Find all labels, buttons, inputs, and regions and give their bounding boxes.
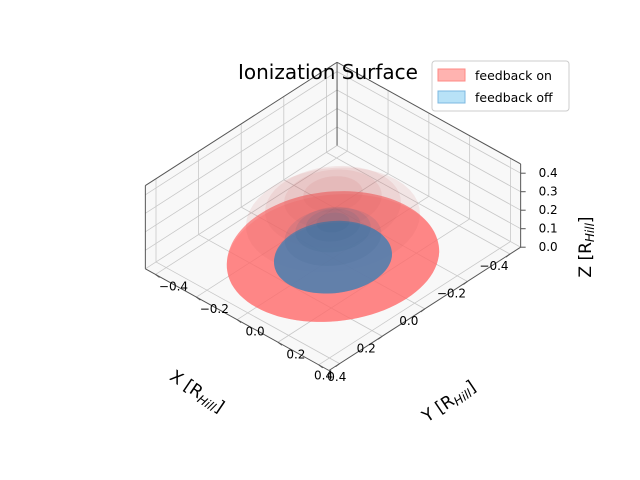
x-tick-label: 0.2: [357, 341, 376, 355]
surface-feedback-off: [274, 206, 392, 294]
x-tick-label: 0.0: [399, 314, 418, 328]
x-tick-mark: [505, 253, 511, 258]
gridline-wall-z: [336, 126, 521, 230]
y-tick-label: −0.4: [159, 279, 188, 293]
surface-latitude-band: [303, 176, 363, 212]
x-tick-mark: [463, 281, 468, 285]
surface-latitude-band: [316, 212, 350, 233]
chart-title: Ionization Surface: [238, 60, 418, 84]
z-axis-label: Z [RHill]: [576, 216, 597, 277]
y-axis-label: Y [RHill]: [418, 377, 480, 428]
y-tick-mark: [196, 296, 201, 301]
legend-swatch-feedback-off: [437, 90, 466, 104]
surface-dome: [274, 220, 392, 294]
z-tick-label: 0.2: [539, 203, 558, 217]
legend-frame: [431, 60, 570, 112]
z-tick-label: 0.1: [539, 222, 558, 236]
y-tick-mark: [318, 364, 324, 369]
x-axis-label: X [RHill]: [165, 366, 227, 418]
surface-latitude-band: [305, 208, 361, 242]
x-tick-mark: [335, 363, 340, 368]
gridline-wall-z: [336, 71, 521, 174]
x-tick-mark: [377, 335, 383, 340]
x-tick-mark: [420, 308, 426, 313]
gridline-wall-z: [145, 89, 338, 214]
x-tick-label: −0.2: [437, 286, 466, 300]
legend-label-feedback-off: feedback off: [475, 90, 553, 105]
pane-edge: [145, 61, 338, 186]
x-tick-label: 0.4: [314, 369, 333, 383]
gridline-wall-z: [145, 145, 338, 270]
gridline-wall-z: [336, 108, 521, 211]
surface-latitude-band: [295, 206, 371, 253]
y-tick-label: 0.2: [286, 347, 305, 361]
gridline-wall-z: [145, 71, 338, 196]
z-tick-label: 0.3: [539, 185, 558, 199]
surface-latitude-band: [284, 207, 382, 266]
x-tick-label: −0.4: [479, 259, 508, 273]
y-tick-label: 0.4: [327, 370, 346, 384]
z-tick-label: 0.0: [539, 240, 558, 254]
y-tick-label: −0.2: [200, 302, 229, 316]
legend-swatch-feedback-on: [437, 68, 466, 82]
surfaces: [226, 165, 440, 322]
gridline-wall-z: [145, 126, 338, 251]
x-axis-line: [328, 246, 521, 371]
gridline-wall-z: [336, 145, 521, 248]
z-tick-label: 0.4: [539, 166, 558, 180]
y-tick-label: 0.0: [246, 325, 265, 339]
gridline-floor-y: [318, 241, 511, 366]
y-tick-mark: [236, 319, 242, 324]
pane-edge: [336, 61, 521, 165]
surface-latitude-band: [284, 169, 382, 229]
y-tick-mark: [277, 341, 283, 346]
legend-label-feedback-on: feedback on: [475, 68, 552, 83]
gridline-floor-y: [155, 150, 348, 275]
legend: feedback on feedback off: [431, 60, 570, 112]
gridline-wall-z: [145, 108, 338, 233]
gridline-wall-z: [336, 89, 521, 193]
y-tick-mark: [155, 274, 160, 278]
tick-labels: 0.4 0.2 0.0 −0.2 −0.4 0.4 0.2 0.0 −0.2 −0.4 0.0 0.1…: [155, 166, 558, 384]
